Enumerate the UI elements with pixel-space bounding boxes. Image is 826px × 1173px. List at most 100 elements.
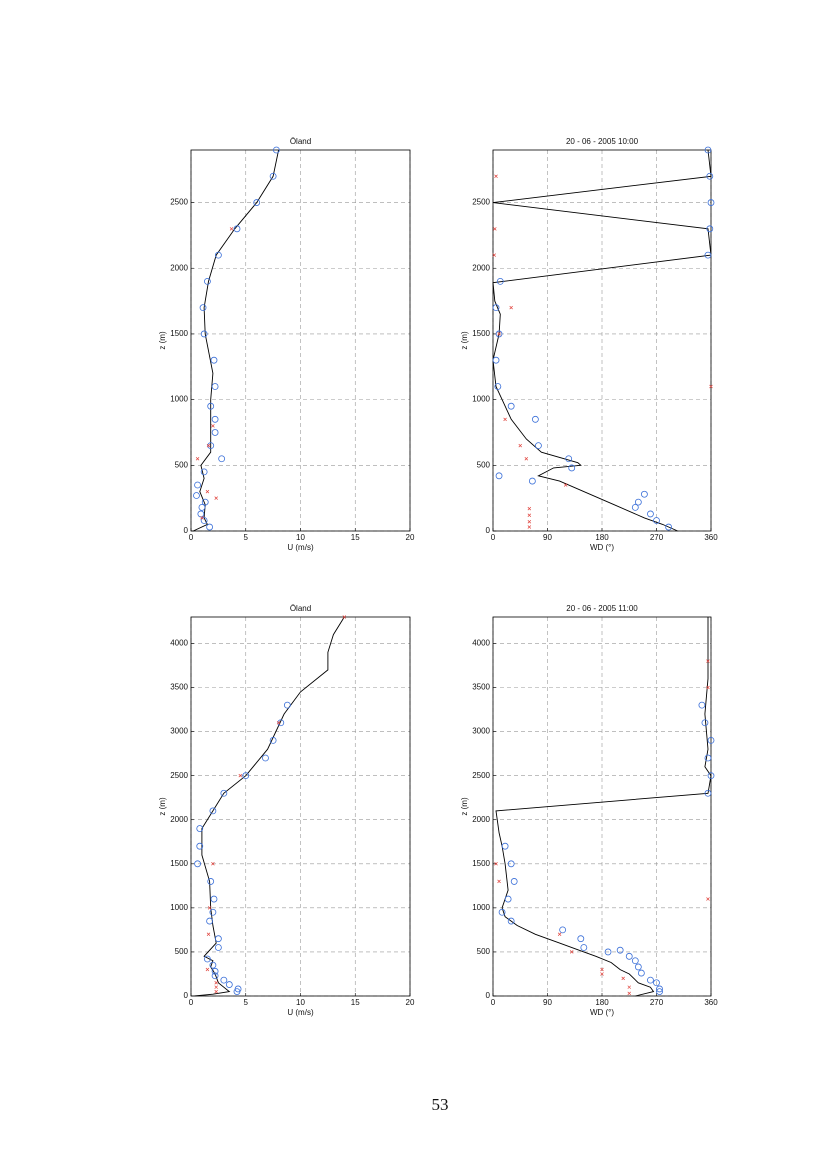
- circle-point: [206, 523, 214, 531]
- cross-point: [238, 773, 243, 778]
- cross-point: [569, 950, 574, 954]
- circle-point: [211, 383, 219, 390]
- circle-point: [200, 330, 208, 338]
- circle-point: [207, 878, 215, 885]
- circle-point: [194, 860, 201, 868]
- circle-point: [220, 976, 228, 984]
- circle-point: [707, 199, 715, 206]
- chart-title: 20 - 06 - 2005 10:00: [566, 137, 639, 146]
- circle-point: [634, 963, 642, 971]
- x-tick-label: 0: [189, 533, 194, 542]
- circle-point: [647, 976, 654, 984]
- circle-point: [577, 935, 585, 943]
- cross-point: [497, 332, 501, 336]
- x-tick-label: 180: [595, 533, 609, 542]
- cross-point: [527, 525, 532, 529]
- circle-point: [220, 789, 228, 797]
- circle-point: [207, 442, 215, 450]
- cross-point: [706, 897, 710, 901]
- circle-point: [580, 944, 588, 951]
- x-tick-label: 270: [650, 533, 664, 542]
- circle-point: [233, 225, 241, 233]
- y-tick-label: 2500: [170, 198, 188, 207]
- y-tick-label: 1000: [472, 903, 490, 912]
- circle-point: [604, 948, 612, 956]
- circle-point: [273, 146, 280, 154]
- chart-title: Öland: [290, 604, 311, 613]
- x-axis-label: U (m/s): [287, 543, 314, 552]
- circle-point: [565, 455, 573, 463]
- cross-point: [205, 967, 210, 972]
- y-axis-label: z (m): [158, 331, 167, 350]
- circle-point: [647, 510, 654, 518]
- y-tick-label: 3500: [170, 683, 188, 692]
- cross-point: [211, 424, 215, 428]
- circle-point: [214, 944, 222, 951]
- y-tick-label: 3000: [472, 727, 490, 736]
- cross-point: [214, 981, 218, 985]
- cross-point: [493, 227, 497, 231]
- cross-point: [205, 489, 210, 494]
- y-tick-label: 2500: [170, 771, 188, 780]
- circle-point: [214, 935, 222, 943]
- circle-point: [535, 442, 542, 450]
- x-tick-label: 360: [704, 533, 718, 542]
- cross-point: [276, 721, 281, 725]
- cross-point: [494, 862, 498, 866]
- cross-point: [206, 443, 211, 448]
- circle-point: [507, 402, 515, 410]
- cross-point: [494, 174, 498, 179]
- circle-point: [707, 772, 715, 780]
- circle-point: [625, 952, 633, 960]
- circle-point: [634, 498, 642, 506]
- circle-point: [528, 477, 536, 485]
- cross-point: [600, 972, 604, 976]
- x-axis-label: WD (°): [590, 543, 614, 552]
- circle-point: [194, 481, 201, 489]
- circle-point: [701, 719, 709, 727]
- circle-point: [214, 251, 222, 259]
- circle-point: [498, 908, 506, 916]
- circle-point: [653, 979, 660, 987]
- circle-point: [193, 492, 200, 499]
- circle-point: [269, 172, 277, 180]
- cross-point: [627, 985, 631, 989]
- circle-point: [253, 199, 261, 206]
- circle-point: [204, 955, 211, 963]
- circle-point: [234, 985, 242, 993]
- x-tick-label: 180: [595, 998, 609, 1007]
- y-tick-label: 500: [175, 460, 189, 469]
- circle-point: [704, 754, 712, 762]
- circle-point: [495, 330, 503, 338]
- y-tick-label: 0: [184, 526, 189, 535]
- y-tick-label: 500: [477, 947, 491, 956]
- circle-point: [510, 878, 518, 885]
- circle-point: [283, 701, 291, 709]
- cross-point: [706, 659, 710, 663]
- circle-point: [698, 701, 706, 709]
- cross-point: [211, 862, 215, 866]
- y-tick-label: 2500: [472, 198, 490, 207]
- cross-point: [200, 516, 204, 520]
- y-tick-label: 1500: [472, 329, 490, 338]
- circle-point: [495, 472, 503, 480]
- cross-point: [527, 520, 532, 524]
- cross-point: [195, 456, 200, 461]
- circle-point: [209, 807, 217, 815]
- circle-point: [640, 490, 648, 498]
- x-tick-label: 20: [406, 533, 415, 542]
- y-tick-label: 4000: [170, 639, 188, 648]
- circle-point: [199, 304, 207, 312]
- circle-point: [656, 988, 663, 995]
- cross-point: [706, 685, 710, 690]
- circle-point: [211, 972, 219, 980]
- y-tick-label: 2000: [170, 815, 188, 824]
- circle-point: [568, 464, 576, 472]
- y-tick-label: 2000: [472, 815, 490, 824]
- x-tick-label: 0: [491, 998, 496, 1007]
- plot-frame: [492, 149, 712, 532]
- circle-point: [656, 985, 663, 993]
- cross-point: [207, 906, 212, 910]
- y-tick-label: 2000: [472, 263, 490, 272]
